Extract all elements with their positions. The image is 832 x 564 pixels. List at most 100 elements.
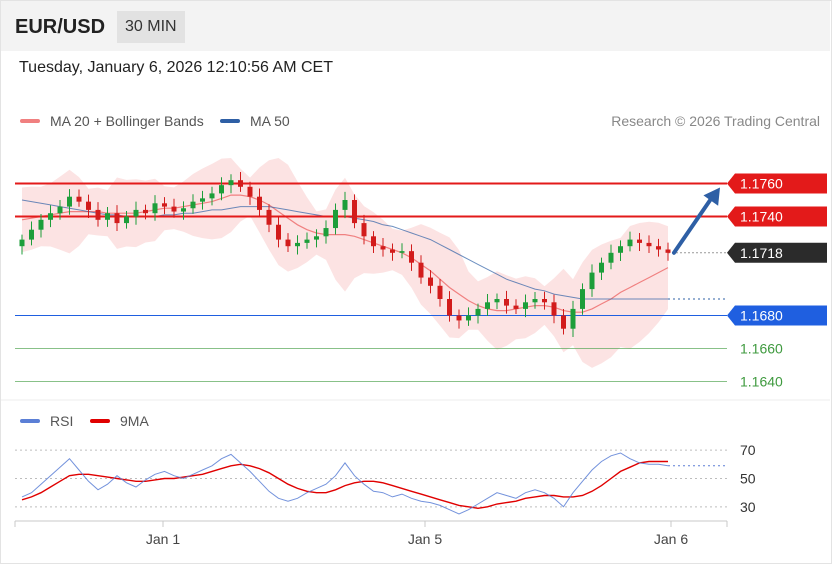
candle-body bbox=[352, 200, 357, 224]
candle-body bbox=[57, 206, 63, 214]
timestamp: Tuesday, January 6, 2026 12:10:56 AM CET bbox=[19, 59, 333, 76]
level-label-1-1760: 1.1760 bbox=[740, 176, 783, 192]
x-tick-label-jan-1: Jan 1 bbox=[146, 531, 180, 547]
candle-body bbox=[133, 209, 139, 217]
candle-body bbox=[580, 289, 585, 309]
candle-body bbox=[456, 315, 462, 321]
candle-body bbox=[152, 203, 158, 214]
candle-body bbox=[513, 305, 519, 309]
symbol-title: EUR/USD bbox=[15, 16, 106, 38]
candle-body bbox=[38, 219, 44, 230]
level-label-1-1660: 1.1660 bbox=[740, 341, 783, 357]
candle-body bbox=[238, 180, 243, 187]
candle-body bbox=[380, 246, 386, 250]
candle-body bbox=[105, 213, 110, 220]
legend-ma50: MA 50 bbox=[220, 113, 290, 129]
x-tick-label-jan-6: Jan 6 bbox=[654, 531, 688, 547]
candle-body bbox=[475, 308, 481, 316]
candle-body bbox=[171, 206, 177, 212]
legend-9ma: 9MA bbox=[90, 413, 149, 429]
candle-body bbox=[542, 299, 547, 303]
candle-body bbox=[627, 239, 633, 247]
candle-body bbox=[409, 251, 414, 263]
level-tag-1-1740 bbox=[727, 206, 827, 227]
candle-body bbox=[466, 315, 471, 321]
candle-body bbox=[48, 213, 53, 220]
forecast-arrow-head bbox=[703, 187, 720, 206]
rsi-tick-label-50: 50 bbox=[740, 471, 756, 487]
candle-body bbox=[67, 196, 72, 207]
candle-body bbox=[485, 302, 490, 309]
candle-body bbox=[228, 180, 234, 186]
rsi-tick-label-70: 70 bbox=[740, 442, 756, 458]
ma20-swatch bbox=[20, 119, 40, 123]
legend-ma20: MA 20 + Bollinger Bands bbox=[20, 113, 204, 129]
candle-body bbox=[162, 203, 167, 207]
candle-body bbox=[646, 242, 652, 247]
level-tag-1-1718 bbox=[727, 242, 827, 263]
candle-body bbox=[95, 209, 101, 220]
candle-body bbox=[390, 249, 395, 253]
candle-body bbox=[437, 285, 443, 299]
candle-body bbox=[76, 196, 82, 202]
rsi-swatch bbox=[20, 419, 40, 423]
level-tag-1-1680 bbox=[727, 305, 827, 326]
candle-body bbox=[523, 302, 528, 309]
level-tag-1-1760 bbox=[727, 173, 827, 194]
candle-body bbox=[494, 299, 500, 303]
level-label-1-1740: 1.1740 bbox=[740, 209, 783, 225]
candle-body bbox=[114, 213, 120, 224]
candle-body bbox=[209, 193, 215, 199]
candle-body bbox=[551, 302, 557, 316]
candle-body bbox=[504, 299, 509, 306]
candle-body bbox=[276, 224, 281, 240]
level-label-1-1718: 1.1718 bbox=[740, 245, 783, 261]
research-credit: Research © 2026 Trading Central bbox=[611, 113, 820, 129]
candle-body bbox=[181, 208, 186, 212]
ma50-swatch bbox=[220, 119, 240, 123]
candle-body bbox=[219, 185, 224, 194]
candle-body bbox=[608, 252, 614, 263]
candle-body bbox=[29, 229, 34, 240]
candle-body bbox=[589, 272, 595, 290]
candle-body bbox=[599, 262, 604, 273]
level-label-1-1640: 1.1640 bbox=[740, 374, 783, 390]
candle-body bbox=[190, 201, 196, 209]
candle-body bbox=[285, 239, 291, 247]
chart-header: EUR/USD 30 MIN bbox=[1, 1, 830, 51]
forecast-arrow-shaft bbox=[672, 192, 716, 255]
bollinger-band bbox=[22, 158, 668, 368]
candle-body bbox=[124, 216, 129, 224]
x-tick-label-jan-5: Jan 5 bbox=[408, 531, 442, 547]
ma9-label: 9MA bbox=[120, 413, 149, 429]
candle-body bbox=[532, 299, 538, 303]
rsi-label: RSI bbox=[50, 413, 74, 429]
ma9-swatch bbox=[90, 419, 110, 423]
candle-body bbox=[247, 186, 253, 197]
candle-body bbox=[361, 223, 367, 237]
rsi-9ma-line bbox=[21, 460, 668, 510]
candle-body bbox=[447, 299, 452, 316]
candle-body bbox=[618, 246, 623, 253]
candle-body bbox=[561, 315, 566, 329]
candle-body bbox=[342, 200, 348, 210]
rsi-tick-label-30: 30 bbox=[740, 499, 756, 515]
level-label-1-1680: 1.1680 bbox=[740, 308, 783, 324]
candle-body bbox=[323, 228, 329, 237]
candle-body bbox=[656, 246, 661, 250]
candle-body bbox=[665, 249, 671, 253]
candle-body bbox=[371, 236, 376, 247]
candle-body bbox=[314, 236, 319, 240]
candle-body bbox=[19, 239, 25, 247]
candle-body bbox=[295, 242, 300, 247]
candle-body bbox=[200, 198, 205, 202]
candle-body bbox=[143, 209, 148, 214]
rsi-line bbox=[21, 452, 669, 515]
timeframe-badge[interactable]: 30 MIN bbox=[117, 11, 185, 43]
candle-body bbox=[257, 196, 262, 210]
candle-body bbox=[86, 201, 91, 210]
ma20-line bbox=[21, 194, 669, 313]
ma20-label: MA 20 + Bollinger Bands bbox=[50, 113, 204, 129]
candle-body bbox=[428, 277, 433, 286]
